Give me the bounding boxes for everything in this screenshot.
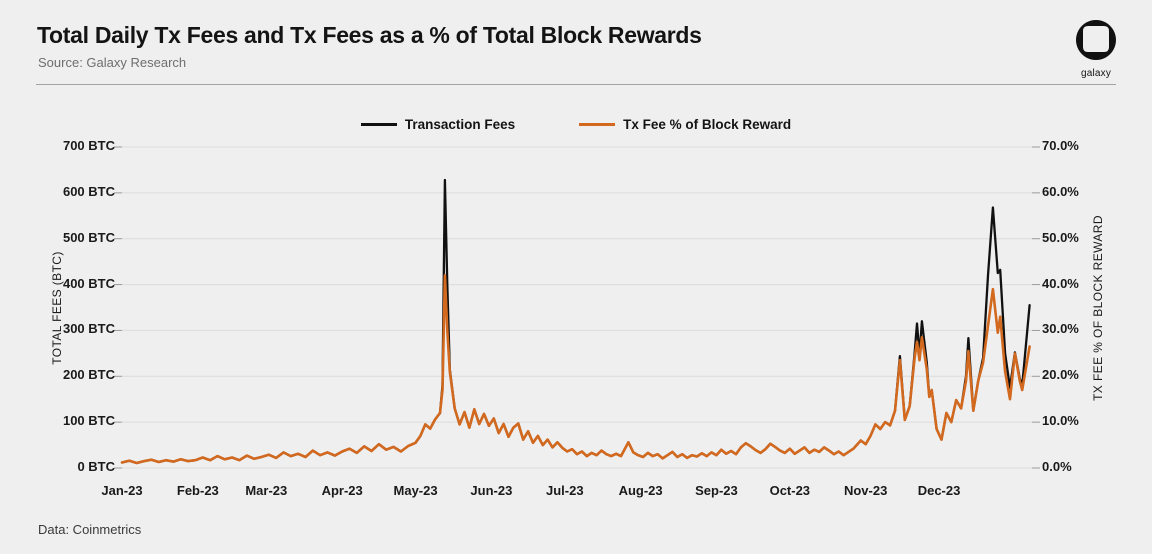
legend-item-transaction-fees: Transaction Fees	[360, 117, 516, 132]
left-axis-tick-label: 500 BTC	[62, 229, 115, 245]
right-axis-tick-label: 30.0%	[1042, 321, 1079, 337]
page-footer: Data: Coinmetrics	[38, 522, 142, 537]
left-axis-tick-label: 200 BTC	[62, 367, 115, 383]
left-axis-tick-label: 100 BTC	[62, 413, 115, 429]
legend-label: Transaction Fees	[404, 117, 516, 132]
right-axis-tick-label: 10.0%	[1042, 413, 1079, 429]
galaxy-logo: galaxy	[1066, 18, 1126, 79]
right-axis-tick-label: 40.0%	[1042, 275, 1079, 291]
x-axis-month-label: Oct-23	[769, 483, 811, 498]
right-axis-tick-label: 0.0%	[1042, 459, 1072, 474]
x-axis-month-label: Sep-23	[695, 483, 738, 498]
x-axis-month-label: Aug-23	[618, 483, 663, 498]
series-line-tx-fee-pct	[120, 274, 1031, 465]
left-axis-tick-label: 0 BTC	[77, 459, 115, 474]
legend-item-tx-fee-pct: Tx Fee % of Block Reward	[579, 117, 791, 132]
left-axis-tick-label: 600 BTC	[62, 183, 115, 199]
x-axis-month-label: May-23	[393, 483, 438, 498]
legend-label: Tx Fee % of Block Reward	[623, 117, 792, 132]
series-line-transaction-fees	[120, 178, 1031, 465]
x-axis-month-label: Jan-23	[101, 483, 143, 498]
header-divider	[36, 84, 1116, 85]
page-title: Total Daily Tx Fees and Tx Fees as a % o…	[37, 22, 702, 48]
legend-swatch-tx-fee-pct	[579, 123, 616, 126]
x-axis-month-label: Feb-23	[176, 483, 219, 498]
galaxy-logo-label: galaxy	[1080, 68, 1112, 79]
right-axis-tick-label: 20.0%	[1042, 367, 1079, 383]
left-axis-tick-label: 700 BTC	[62, 138, 115, 153]
x-axis-month-label: Jun-23	[470, 483, 513, 498]
x-axis-month-label: Apr-23	[321, 483, 363, 498]
right-axis-tick-label: 50.0%	[1042, 229, 1079, 245]
left-axis-tick-label: 400 BTC	[62, 275, 115, 291]
right-axis-tick-label: 60.0%	[1042, 183, 1079, 199]
left-axis-tick-label: 300 BTC	[62, 321, 115, 337]
x-axis-month-label: Mar-23	[245, 483, 288, 498]
galaxy-logo-icon	[1074, 20, 1118, 66]
page-subtitle: Source: Galaxy Research	[38, 55, 187, 70]
x-axis-month-label: Nov-23	[843, 483, 888, 498]
x-axis-month-label: Dec-23	[917, 483, 961, 498]
right-axis-tick-label: 70.0%	[1042, 138, 1079, 153]
legend-swatch-transaction-fees	[360, 123, 397, 126]
x-axis-month-label: Jul-23	[545, 483, 584, 498]
chart-legend: Transaction Fees Tx Fee % of Block Rewar…	[0, 117, 1152, 132]
